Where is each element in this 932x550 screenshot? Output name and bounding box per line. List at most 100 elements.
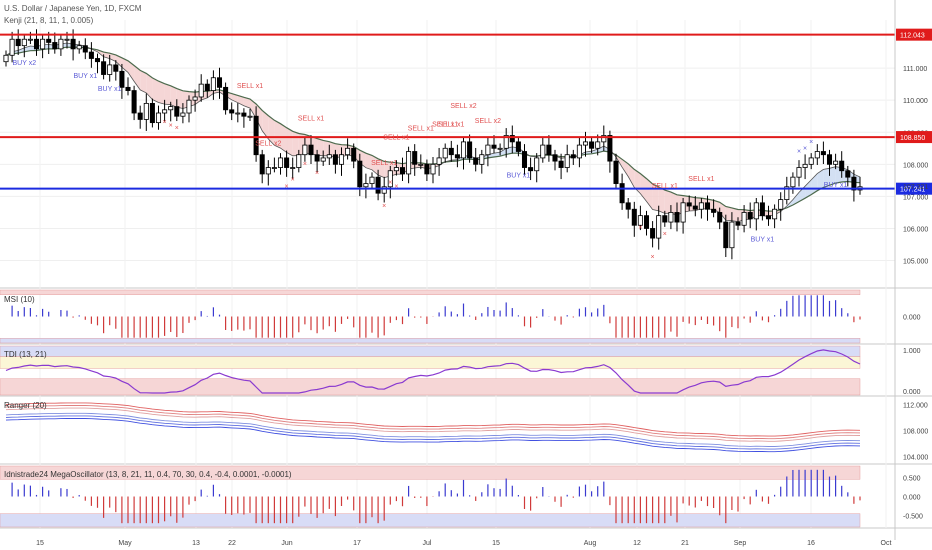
kenji-ribbon-segment bbox=[372, 155, 379, 175]
signal-cross-marker: × bbox=[388, 180, 392, 187]
candle-body bbox=[607, 135, 613, 162]
sell-signal-label: SELL x2 bbox=[255, 141, 281, 148]
candle-body bbox=[454, 154, 460, 159]
candle-body bbox=[241, 112, 247, 117]
candle-body bbox=[125, 86, 131, 91]
signal-cross-marker: × bbox=[175, 125, 179, 132]
time-tick-label: Aug bbox=[584, 540, 597, 547]
kenji-ribbon-segment bbox=[823, 168, 830, 188]
candle-body bbox=[290, 167, 296, 169]
candle-body bbox=[198, 83, 204, 98]
buy-signal-label: BUY x1 bbox=[507, 173, 531, 180]
candle-body bbox=[320, 157, 326, 162]
signal-cross-marker: × bbox=[285, 184, 289, 191]
candle-body bbox=[326, 154, 332, 159]
buy-signal-label: BUY x1 bbox=[73, 73, 97, 80]
sell-signal-label: SELL x2 bbox=[450, 103, 476, 110]
candle-body bbox=[650, 228, 656, 239]
candle-body bbox=[833, 160, 839, 165]
candle-body bbox=[765, 215, 772, 220]
ranger-band-line bbox=[5, 418, 861, 453]
candle-body bbox=[137, 112, 143, 120]
panel-zone bbox=[0, 338, 861, 344]
level-price-tag bbox=[896, 182, 932, 195]
candle-body bbox=[101, 61, 107, 75]
candle-body bbox=[704, 202, 711, 210]
candle-body bbox=[399, 167, 406, 175]
kenji-ribbon-segment bbox=[286, 127, 293, 156]
kenji-ribbon-segment bbox=[280, 123, 287, 153]
level-price-tag bbox=[896, 28, 932, 41]
candle-body bbox=[33, 38, 40, 50]
ranger-band-line bbox=[5, 407, 861, 442]
kenji-ribbon-segment bbox=[506, 146, 513, 155]
candle-body bbox=[826, 154, 833, 165]
candle-body bbox=[759, 202, 765, 217]
candle-body bbox=[393, 167, 399, 172]
candle-body bbox=[442, 147, 448, 159]
candle-body bbox=[845, 170, 851, 178]
kenji-ribbon-segment bbox=[731, 207, 738, 222]
kenji-ribbon-segment bbox=[250, 98, 257, 119]
kenji-ribbon-segment bbox=[170, 85, 177, 108]
kenji-ribbon-segment bbox=[128, 60, 135, 82]
sell-signal-label: SELL x1 bbox=[438, 122, 464, 129]
kenji-ribbon-segment bbox=[664, 190, 671, 214]
candle-body bbox=[558, 160, 564, 168]
ranger-band-line bbox=[5, 415, 861, 450]
time-tick-label: Oct bbox=[881, 540, 892, 547]
symbol-title: U.S. Dollar / Japanese Yen, 1D, FXCM bbox=[4, 4, 142, 13]
kenji-ribbon-segment bbox=[323, 140, 330, 156]
signal-cross-marker: × bbox=[809, 139, 813, 146]
panel-tick-label: 112.000 bbox=[903, 403, 928, 410]
msi-panel-title: MSI (10) bbox=[4, 295, 35, 304]
signal-cross-marker: × bbox=[663, 231, 667, 238]
time-axis: 15 May 13 22 Jun 17 Jul 15 Aug 12 21 Sep 16 Oct bbox=[36, 540, 891, 547]
kenji-ribbon-segment bbox=[652, 183, 659, 211]
kenji-ribbon-segment bbox=[725, 206, 732, 221]
grid-lines bbox=[0, 20, 932, 529]
candle-body bbox=[107, 64, 113, 75]
kenji-ribbon-segment bbox=[634, 169, 641, 194]
candle-body bbox=[564, 154, 570, 168]
candle-body bbox=[851, 176, 857, 191]
candle-body bbox=[729, 221, 735, 249]
time-tick-label: 15 bbox=[36, 540, 44, 547]
buy-signal-label: BUY x1 bbox=[98, 86, 122, 93]
candle-body bbox=[570, 154, 576, 159]
candle-body bbox=[357, 160, 363, 188]
sell-signal-label: SELL x1 bbox=[688, 176, 714, 183]
kenji-ribbon-segment bbox=[670, 192, 677, 216]
time-tick-label: 13 bbox=[192, 540, 200, 547]
signal-cross-marker: × bbox=[303, 161, 307, 168]
candle-body bbox=[216, 77, 223, 88]
candle-body bbox=[723, 221, 729, 249]
kenji-ribbon-segment bbox=[799, 186, 806, 202]
time-tick-label: 12 bbox=[633, 540, 641, 547]
candle-body bbox=[619, 183, 625, 204]
level-price-label: 107.241 bbox=[900, 187, 925, 194]
buy-signal-label: BUY x2 bbox=[12, 60, 36, 67]
megaoscillator-panel-title: Idnistrade24 MegaOscillator (13, 8, 21, … bbox=[4, 470, 292, 479]
panel-zone bbox=[0, 465, 861, 480]
candle-body bbox=[772, 208, 778, 220]
candle-body bbox=[235, 112, 241, 115]
time-tick-label: Jun bbox=[281, 540, 292, 547]
signal-cross-marker: × bbox=[315, 170, 319, 177]
signal-cross-marker: × bbox=[163, 119, 167, 126]
panel-tick-label: -0.500 bbox=[903, 514, 923, 521]
panel-zone bbox=[0, 289, 861, 295]
kenji-ribbon-segment bbox=[628, 163, 635, 188]
candle-body bbox=[277, 157, 284, 168]
price-tick-label: 105.000 bbox=[903, 259, 928, 266]
candle-body bbox=[601, 135, 607, 143]
kenji-ribbon-segment bbox=[158, 81, 165, 105]
candle-body bbox=[595, 141, 601, 149]
kenji-ribbon-segment bbox=[164, 83, 171, 105]
sell-signal-label: SELL x2 bbox=[475, 118, 501, 125]
candle-body bbox=[168, 106, 174, 111]
candle-body bbox=[674, 212, 680, 223]
candle-body bbox=[686, 202, 692, 207]
candle-body bbox=[70, 38, 76, 50]
